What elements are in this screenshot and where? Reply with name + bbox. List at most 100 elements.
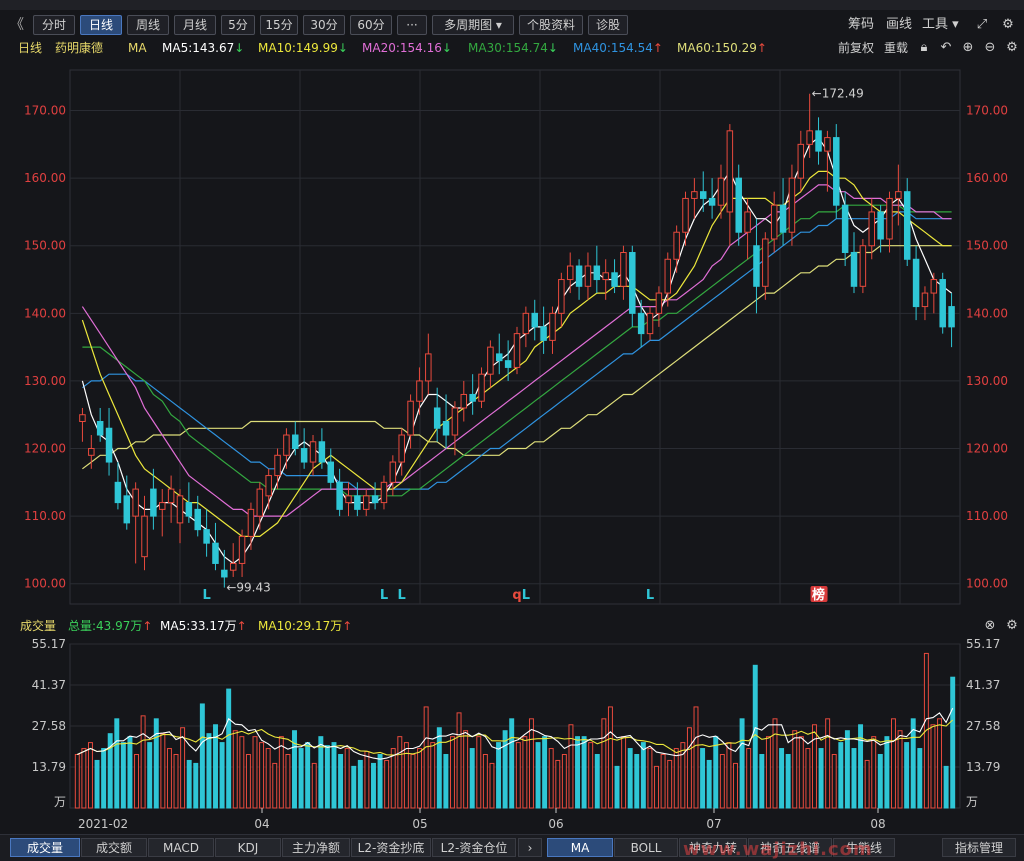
indicator-tab-3[interactable]: KDJ	[215, 838, 281, 857]
period-button-0[interactable]: 分时	[33, 15, 75, 35]
volume-bar	[555, 759, 561, 809]
volume-bar	[542, 736, 548, 809]
volume-bar	[535, 742, 541, 809]
volume-bar	[897, 730, 903, 809]
tabs-scroll-right-icon[interactable]: ›	[518, 838, 542, 857]
period-button-8[interactable]: ···	[397, 15, 427, 35]
period-button-1[interactable]: 日线	[80, 15, 122, 35]
volume-bar	[673, 748, 679, 809]
period-button-2[interactable]: 周线	[127, 15, 169, 35]
volume-bar	[180, 727, 186, 809]
volume-bar	[160, 733, 166, 809]
volume-bar	[219, 742, 225, 809]
undo-icon[interactable]: ↶	[940, 40, 952, 55]
candle-body	[88, 448, 95, 456]
volume-ma10-line	[77, 719, 954, 756]
high-annotation: ←172.49	[812, 87, 864, 101]
volume-bar	[700, 748, 706, 809]
y-tick-left: 160.00	[24, 171, 66, 185]
candle-body	[717, 177, 725, 206]
indicator-tab-5[interactable]: L2-资金抄底	[351, 838, 431, 857]
volume-bar	[364, 751, 370, 809]
candle-body	[496, 353, 503, 362]
volume-bar	[390, 748, 396, 809]
ma-label[interactable]: MA	[128, 41, 147, 55]
volume-bar	[838, 742, 844, 809]
indicator-tab-6[interactable]: L2-资金仓位	[432, 838, 516, 857]
candle-body	[841, 204, 849, 254]
collapse-left-icon[interactable]: 《	[10, 17, 24, 33]
fq-button[interactable]: 前复权	[838, 41, 875, 55]
period-button-4[interactable]: 5分	[221, 15, 255, 35]
volume-bar	[686, 727, 692, 809]
volume-bar	[680, 742, 686, 809]
candle-body	[895, 191, 902, 199]
close-icon[interactable]: ⊗	[984, 618, 996, 633]
indicator-tab-9[interactable]: 神奇九转	[679, 838, 747, 857]
volume-bar	[436, 727, 442, 809]
volume-bar	[489, 762, 495, 809]
settings-gear-icon[interactable]: ⚙	[1006, 40, 1018, 55]
candle-body	[185, 502, 193, 517]
indicator-tab-11[interactable]: 牛熊线	[833, 838, 895, 857]
candle-body	[469, 393, 476, 402]
volume-bar	[278, 736, 284, 809]
volume-bar	[627, 748, 633, 809]
volume-bar	[812, 724, 817, 809]
volume-chart[interactable]: 55.17 55.17 41.37 41.37 27.58 27.58 13.79 13.79…	[0, 636, 1024, 832]
y-tick-left: 120.00	[24, 442, 66, 456]
settings-gear-icon[interactable]: ⚙	[1006, 618, 1018, 633]
volume-bar	[456, 712, 462, 809]
period-button-11[interactable]: 诊股	[588, 15, 628, 35]
lock-icon[interactable]: 🔒︎	[920, 40, 928, 55]
reload-button[interactable]: 重载	[884, 41, 909, 55]
tools-menu-button[interactable]: 工具 ▾	[922, 17, 959, 32]
indicator-tab-8[interactable]: BOLL	[614, 838, 678, 857]
candle-body	[407, 400, 414, 436]
candle-body	[442, 420, 450, 436]
volume-bar	[746, 748, 752, 809]
volume-bar	[726, 742, 732, 809]
candle-body	[522, 312, 530, 335]
settings-gear-icon[interactable]: ⚙	[1002, 17, 1014, 32]
draw-line-button[interactable]: 画线	[886, 17, 913, 32]
volume-bar	[107, 733, 113, 809]
indicator-tab-2[interactable]: MACD	[148, 838, 214, 857]
volume-bar	[588, 742, 594, 809]
volume-title: 成交量	[20, 619, 57, 633]
volume-bar	[844, 730, 850, 809]
candle-body	[682, 197, 689, 233]
chip-distribution-button[interactable]: 筹码	[848, 17, 875, 32]
period-button-6[interactable]: 30分	[303, 15, 345, 35]
candle-body	[753, 245, 760, 287]
zoom-in-icon[interactable]: ⊕	[962, 40, 974, 55]
period-button-3[interactable]: 月线	[174, 15, 216, 35]
period-button-7[interactable]: 60分	[350, 15, 392, 35]
signal-marker: q	[512, 588, 521, 603]
candle-body	[699, 191, 707, 199]
candlestick-chart[interactable]: 170.00 170.00 160.00 160.00 150.00 150.00 140.…	[0, 58, 1024, 614]
ma-line-ma40	[82, 211, 952, 490]
expand-icon[interactable]: ⤢	[976, 17, 988, 32]
volume-bar	[417, 748, 423, 809]
indicator-tab-4[interactable]: 主力净额	[282, 838, 350, 857]
period-button-5[interactable]: 15分	[260, 15, 298, 35]
volume-y-tick-left: 55.17	[32, 637, 66, 651]
volume-bar	[173, 753, 179, 809]
candle-body	[203, 529, 210, 544]
volume-bar	[186, 759, 192, 809]
indicator-tab-0[interactable]: 成交量	[10, 838, 80, 857]
period-button-9[interactable]: 多周期图 ▾	[432, 15, 514, 35]
volume-bar	[930, 724, 936, 809]
candle-body	[141, 515, 148, 558]
indicator-tab-1[interactable]: 成交额	[81, 838, 147, 857]
volume-bar	[614, 765, 620, 809]
zoom-out-icon[interactable]: ⊖	[984, 40, 996, 55]
candle-body	[238, 535, 246, 564]
period-button-10[interactable]: 个股资料	[519, 15, 583, 35]
indicator-tab-10[interactable]: 神奇五线谱	[748, 838, 832, 857]
candle-body	[256, 488, 264, 517]
indicator-tab-12[interactable]: 指标管理	[942, 838, 1016, 857]
indicator-tab-7[interactable]: MA	[547, 838, 613, 857]
volume-bar	[430, 742, 436, 809]
